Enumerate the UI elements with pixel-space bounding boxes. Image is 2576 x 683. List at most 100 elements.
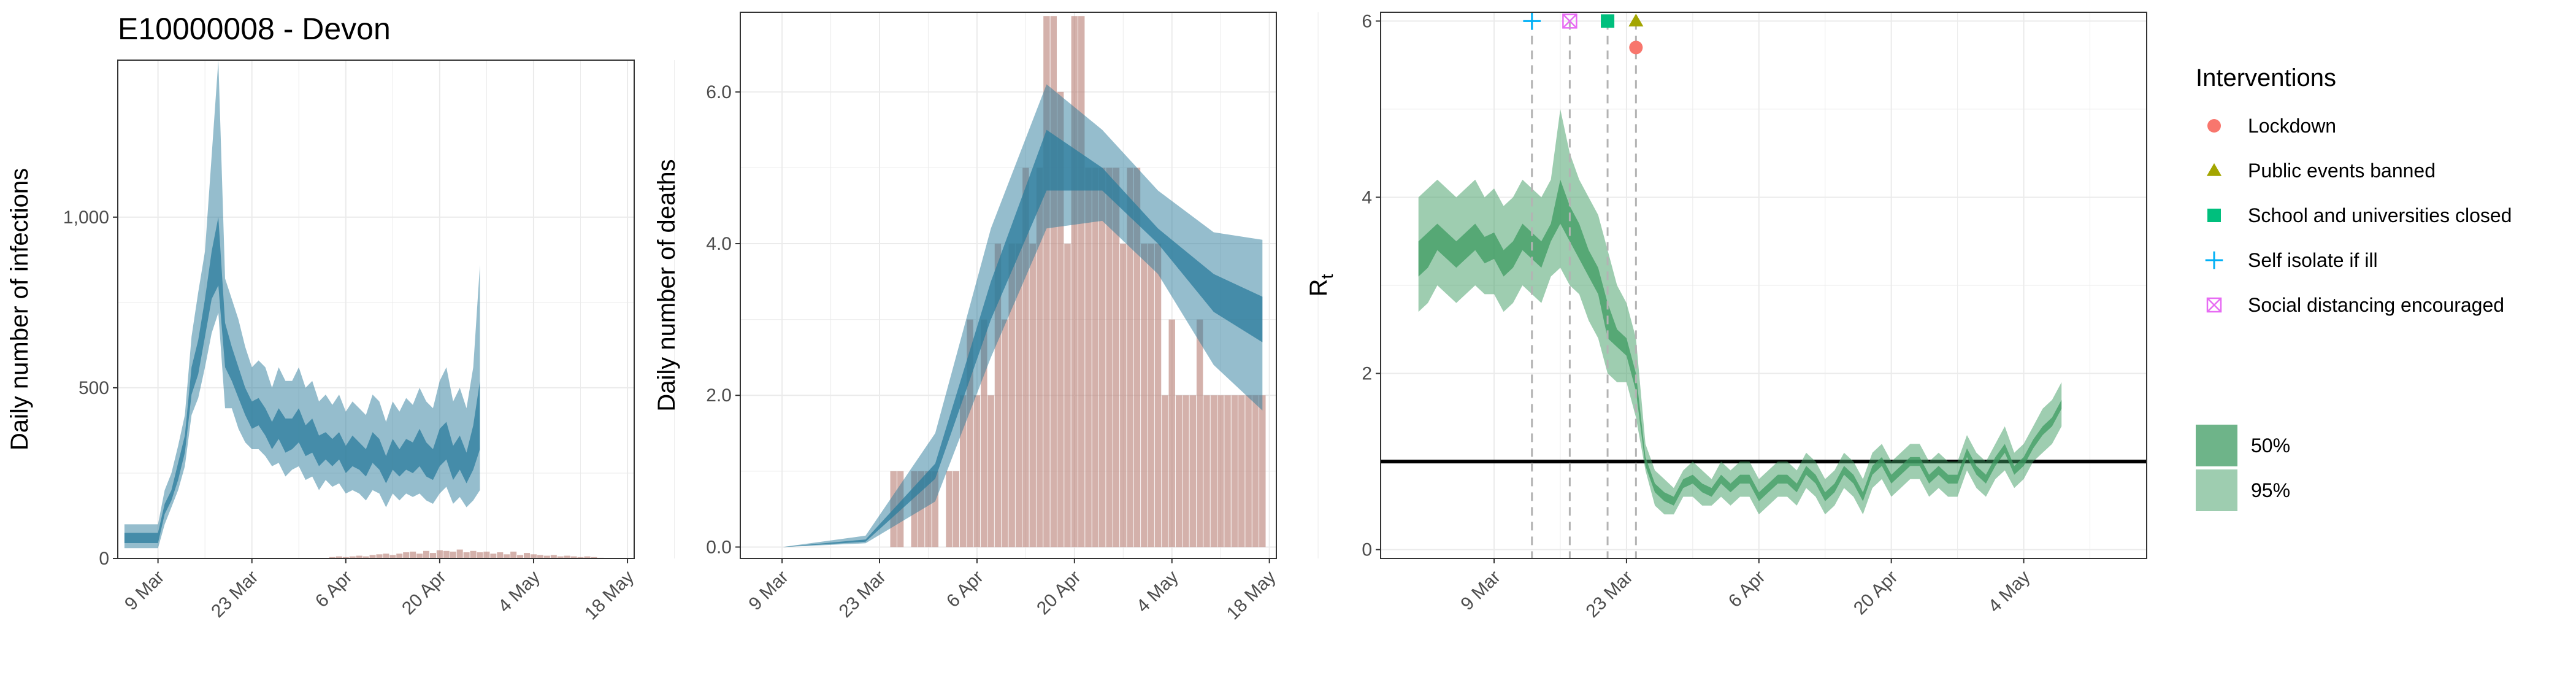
bar <box>383 554 389 558</box>
bar <box>504 554 510 558</box>
bar <box>994 244 1002 547</box>
panels: 0 500 1,000 9 Mar 23 Mar 6 Apr 20 Apr 4 May 18 M… <box>6 11 2147 624</box>
y-tick-label: 0.0 <box>706 537 732 557</box>
x-tick-label: 18 May <box>581 567 638 624</box>
y-tick-label: 6.0 <box>706 82 732 102</box>
bar <box>349 556 356 558</box>
bar <box>1050 16 1057 547</box>
band-95pct <box>1418 109 2062 515</box>
legend-key-triangle <box>2206 163 2222 176</box>
bar <box>543 555 550 558</box>
legend-key-circle <box>2207 119 2221 133</box>
bar <box>1168 319 1175 547</box>
legend-label: Lockdown <box>2248 115 2336 137</box>
bar <box>450 551 456 558</box>
bar <box>1036 168 1043 547</box>
bar <box>1175 395 1183 547</box>
panel-border <box>1380 12 2147 559</box>
bar <box>1022 168 1029 547</box>
bar <box>1196 319 1203 547</box>
band-50pct <box>782 129 1263 547</box>
intervention-marker <box>1562 14 1577 29</box>
bar <box>1133 168 1141 547</box>
bar <box>1238 395 1245 547</box>
intervention-marker <box>1629 41 1643 55</box>
x-tick-label: 18 May <box>1223 567 1280 624</box>
bar <box>335 556 342 558</box>
bar <box>1099 168 1106 547</box>
y-axis-title: Daily number of infections <box>6 168 33 450</box>
legend-label: Public events banned <box>2248 160 2436 182</box>
band-50pct <box>124 217 480 543</box>
x-tick-label: 6 Apr <box>943 567 987 612</box>
y-tick-label: 6 <box>1362 11 1372 31</box>
plot-body <box>124 60 604 558</box>
panel-rt: 0 2 4 6 9 Mar 23 Mar 6 Apr 20 Apr 4 May Rt <box>1305 11 2147 622</box>
bar <box>463 552 470 558</box>
y-tick-label: 500 <box>79 378 109 398</box>
y-tick-label: 0 <box>1362 540 1372 560</box>
bar <box>1183 395 1189 547</box>
bar <box>1029 244 1036 547</box>
x-tick-label: 6 Apr <box>1725 567 1769 612</box>
bar <box>577 557 584 558</box>
band-95pct <box>124 60 480 549</box>
bar <box>925 471 932 547</box>
x-tick-label: 23 Mar <box>1582 567 1637 622</box>
x-tick-label: 9 Mar <box>121 567 169 615</box>
panel-border <box>117 60 635 559</box>
bar <box>1231 395 1238 547</box>
bar <box>1078 16 1085 547</box>
x-tick-label: 9 Mar <box>745 567 792 615</box>
bar <box>376 554 383 558</box>
bar <box>1064 244 1071 547</box>
bar <box>1071 16 1078 547</box>
plot-body <box>1381 21 2147 558</box>
bar <box>1259 395 1266 547</box>
bar <box>530 554 537 558</box>
bar <box>1113 168 1120 547</box>
bar <box>1085 168 1092 547</box>
y-axis-title: Daily number of deaths <box>653 159 680 411</box>
bar <box>436 550 443 558</box>
bar <box>1224 395 1231 547</box>
bar <box>1092 168 1099 547</box>
y-axis-title-subscript: t <box>1317 274 1336 279</box>
legend-key-plus <box>2205 251 2223 269</box>
bar <box>510 551 517 558</box>
bar <box>1106 168 1113 547</box>
y-tick-label: 4.0 <box>706 234 732 254</box>
bar <box>410 551 416 558</box>
plot-body <box>782 16 1266 547</box>
bar <box>356 555 362 558</box>
bar <box>429 553 436 558</box>
bar <box>584 556 591 558</box>
bar <box>497 552 504 558</box>
bar <box>517 555 524 558</box>
bar <box>570 556 577 558</box>
panel-deaths: 0.0 2.0 4.0 6.0 9 Mar 23 Mar 6 Apr 20 Apr 4 May 1… <box>653 12 1319 624</box>
x-tick-label: 20 Apr <box>1850 567 1902 619</box>
bar <box>1148 244 1154 547</box>
bar <box>1189 395 1197 547</box>
x-tick-label: 20 Apr <box>398 567 450 619</box>
bar <box>981 319 987 547</box>
bar <box>973 395 981 547</box>
bar <box>1141 244 1148 547</box>
legend-band-label: 95% <box>2251 479 2290 501</box>
legend-label: Social distancing encouraged <box>2248 294 2504 316</box>
bar <box>362 556 369 558</box>
intervention-lines <box>1531 21 1637 558</box>
bar <box>932 471 939 547</box>
legend-band-swatch <box>2196 469 2237 511</box>
bar <box>564 555 570 558</box>
bar <box>1043 16 1050 547</box>
bar <box>369 555 376 558</box>
y-tick-label: 4 <box>1362 187 1372 207</box>
legend-title: Interventions <box>2196 64 2336 91</box>
legend-key-boxx <box>2206 297 2222 313</box>
bar <box>959 395 967 547</box>
bar <box>1162 395 1168 547</box>
bar <box>524 553 531 558</box>
bar <box>443 550 450 558</box>
